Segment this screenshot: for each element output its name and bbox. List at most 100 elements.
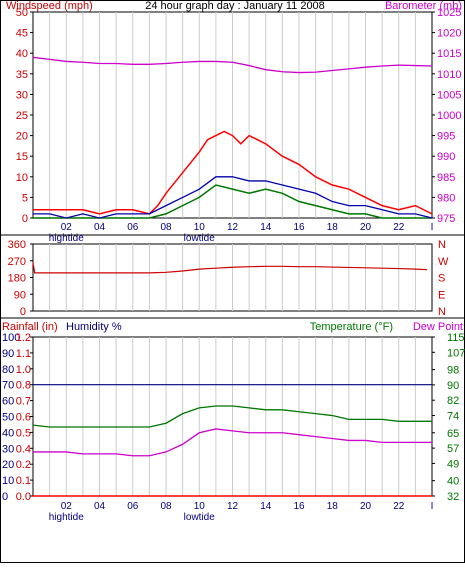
direction-tick-label: 270 [8,256,26,268]
compass-label: W [438,256,449,268]
compass-label: S [438,273,445,285]
temperature-tick-label: 98 [447,365,459,377]
baro-tick-label: 1025 [437,7,461,19]
wind-tide-label: hightide [49,233,84,244]
baro-tick-label: 990 [437,151,455,163]
rainfall-tick-label: 0.8 [16,380,31,392]
direction-tick-label: 180 [8,273,26,285]
temp-x-tick-label: 08 [160,501,172,512]
wind-x-tick-label: 08 [160,222,172,233]
temp-x-tick-label: 16 [293,501,305,512]
compass-label: N [438,306,446,318]
rainfall-tick-label: 1.0 [16,364,31,376]
temperature-tick-label: 49 [447,458,459,470]
wind-tick-label: 20 [16,131,28,143]
humidity-tick-label: 50 [2,412,14,424]
baro-tick-label: 995 [437,131,455,143]
humidity-tick-label: 100 [2,332,20,344]
baro-tick-label: 980 [437,192,455,204]
humidity-tick-label: 60 [2,396,14,408]
humidity-tick-label: 30 [2,443,14,455]
humidity-tick-label: 0 [2,491,8,503]
temperature-tick-label: 90 [447,380,459,392]
wind-tick-label: 45 [16,28,28,40]
wind-axis-title: Windspeed (mph) [6,0,93,12]
temperature-tick-label: 32 [447,491,459,503]
humidity-axis-title: Humidity % [66,321,122,333]
temp-x-tick-label: 04 [94,501,106,512]
humidity-tick-label: 20 [2,459,14,471]
baro-tick-label: 1015 [437,48,461,60]
temp-x-tick-label: 18 [327,501,339,512]
temperature-line [32,405,432,428]
rainfall-tick-label: 1.2 [16,332,31,344]
wind-tick-label: 15 [16,151,28,163]
temp-x-tick-label: 12 [227,501,239,512]
baro-tick-label: 975 [437,213,455,225]
temperature-tick-label: 74 [447,411,459,423]
rainfall-axis-title: Rainfall (in) [2,321,58,333]
rainfall-tick-label: 1.1 [16,348,31,360]
temperature-tick-label: 40 [447,476,459,488]
wind-tick-label: 30 [16,89,28,101]
wind-x-tick-label: 14 [260,222,272,233]
rainfall-tick-label: 0.6 [16,412,31,424]
temperature-tick-label: 107 [447,347,465,359]
wind-direction-line [32,262,428,274]
direction-tick-label: 90 [14,289,26,301]
temp-x-tick-label: 20 [360,501,372,512]
wind-x-tick-label: I [431,222,434,233]
humidity-tick-label: 80 [2,364,14,376]
rainfall-tick-label: 0.4 [16,443,31,455]
wind-tick-label: 5 [22,192,28,204]
temp-x-tick-label: 06 [127,501,139,512]
average-wind-line [33,176,433,219]
wind-x-tick-label: 04 [94,222,106,233]
rainfall-tick-label: 0.0 [16,491,31,503]
temperature-tick-label: 65 [447,428,459,440]
wind-tick-label: 0 [22,213,28,225]
wind-x-tick-label: 22 [393,222,405,233]
baro-tick-label: 1005 [437,89,461,101]
baro-tick-label: 1010 [437,69,461,81]
baro-tick-label: 1020 [437,28,461,40]
wind-tick-label: 40 [16,48,28,60]
wind-tide-label: lowtide [184,233,216,244]
wind-x-tick-label: 18 [327,222,339,233]
temp-x-tick-label: 14 [260,501,272,512]
direction-tick-label: 0 [20,306,26,318]
baro-tick-label: 1000 [437,110,461,122]
rainfall-tick-label: 0.7 [16,396,31,408]
dewpoint-line [33,428,432,457]
temp-x-tick-label: 22 [393,501,405,512]
temperature-tick-label: 57 [447,443,459,455]
dewpoint-axis-title: Dew Point [413,321,463,333]
compass-label: N [438,239,446,251]
humidity-tick-label: 70 [2,380,14,392]
temp-tide-label: hightide [49,512,84,523]
temperature-tick-label: 115 [447,332,465,344]
temperature-tick-label: 82 [447,395,459,407]
rainfall-tick-label: 0.1 [16,475,31,487]
wind-x-tick-label: 02 [61,222,73,233]
temperature-axis-title: Temperature (°F) [310,321,393,333]
temp-tide-label: lowtide [184,512,216,523]
wind-tick-label: 35 [16,69,28,81]
humidity-tick-label: 90 [2,348,14,360]
wind-x-tick-label: 12 [227,222,239,233]
humidity-tick-label: 10 [2,475,14,487]
temp-x-tick-label: I [431,501,434,512]
gust-line [33,130,433,215]
temp-x-tick-label: 10 [194,501,206,512]
wind-tick-label: 10 [16,172,28,184]
wind-x-tick-label: 20 [360,222,372,233]
humidity-tick-label: 40 [2,427,14,439]
direction-tick-label: 360 [8,239,26,251]
wind-tick-label: 50 [16,7,28,19]
wind-x-tick-label: 16 [293,222,305,233]
wind-x-tick-label: 10 [194,222,206,233]
wind-tick-label: 25 [16,110,28,122]
rainfall-tick-label: 0.2 [16,459,31,471]
